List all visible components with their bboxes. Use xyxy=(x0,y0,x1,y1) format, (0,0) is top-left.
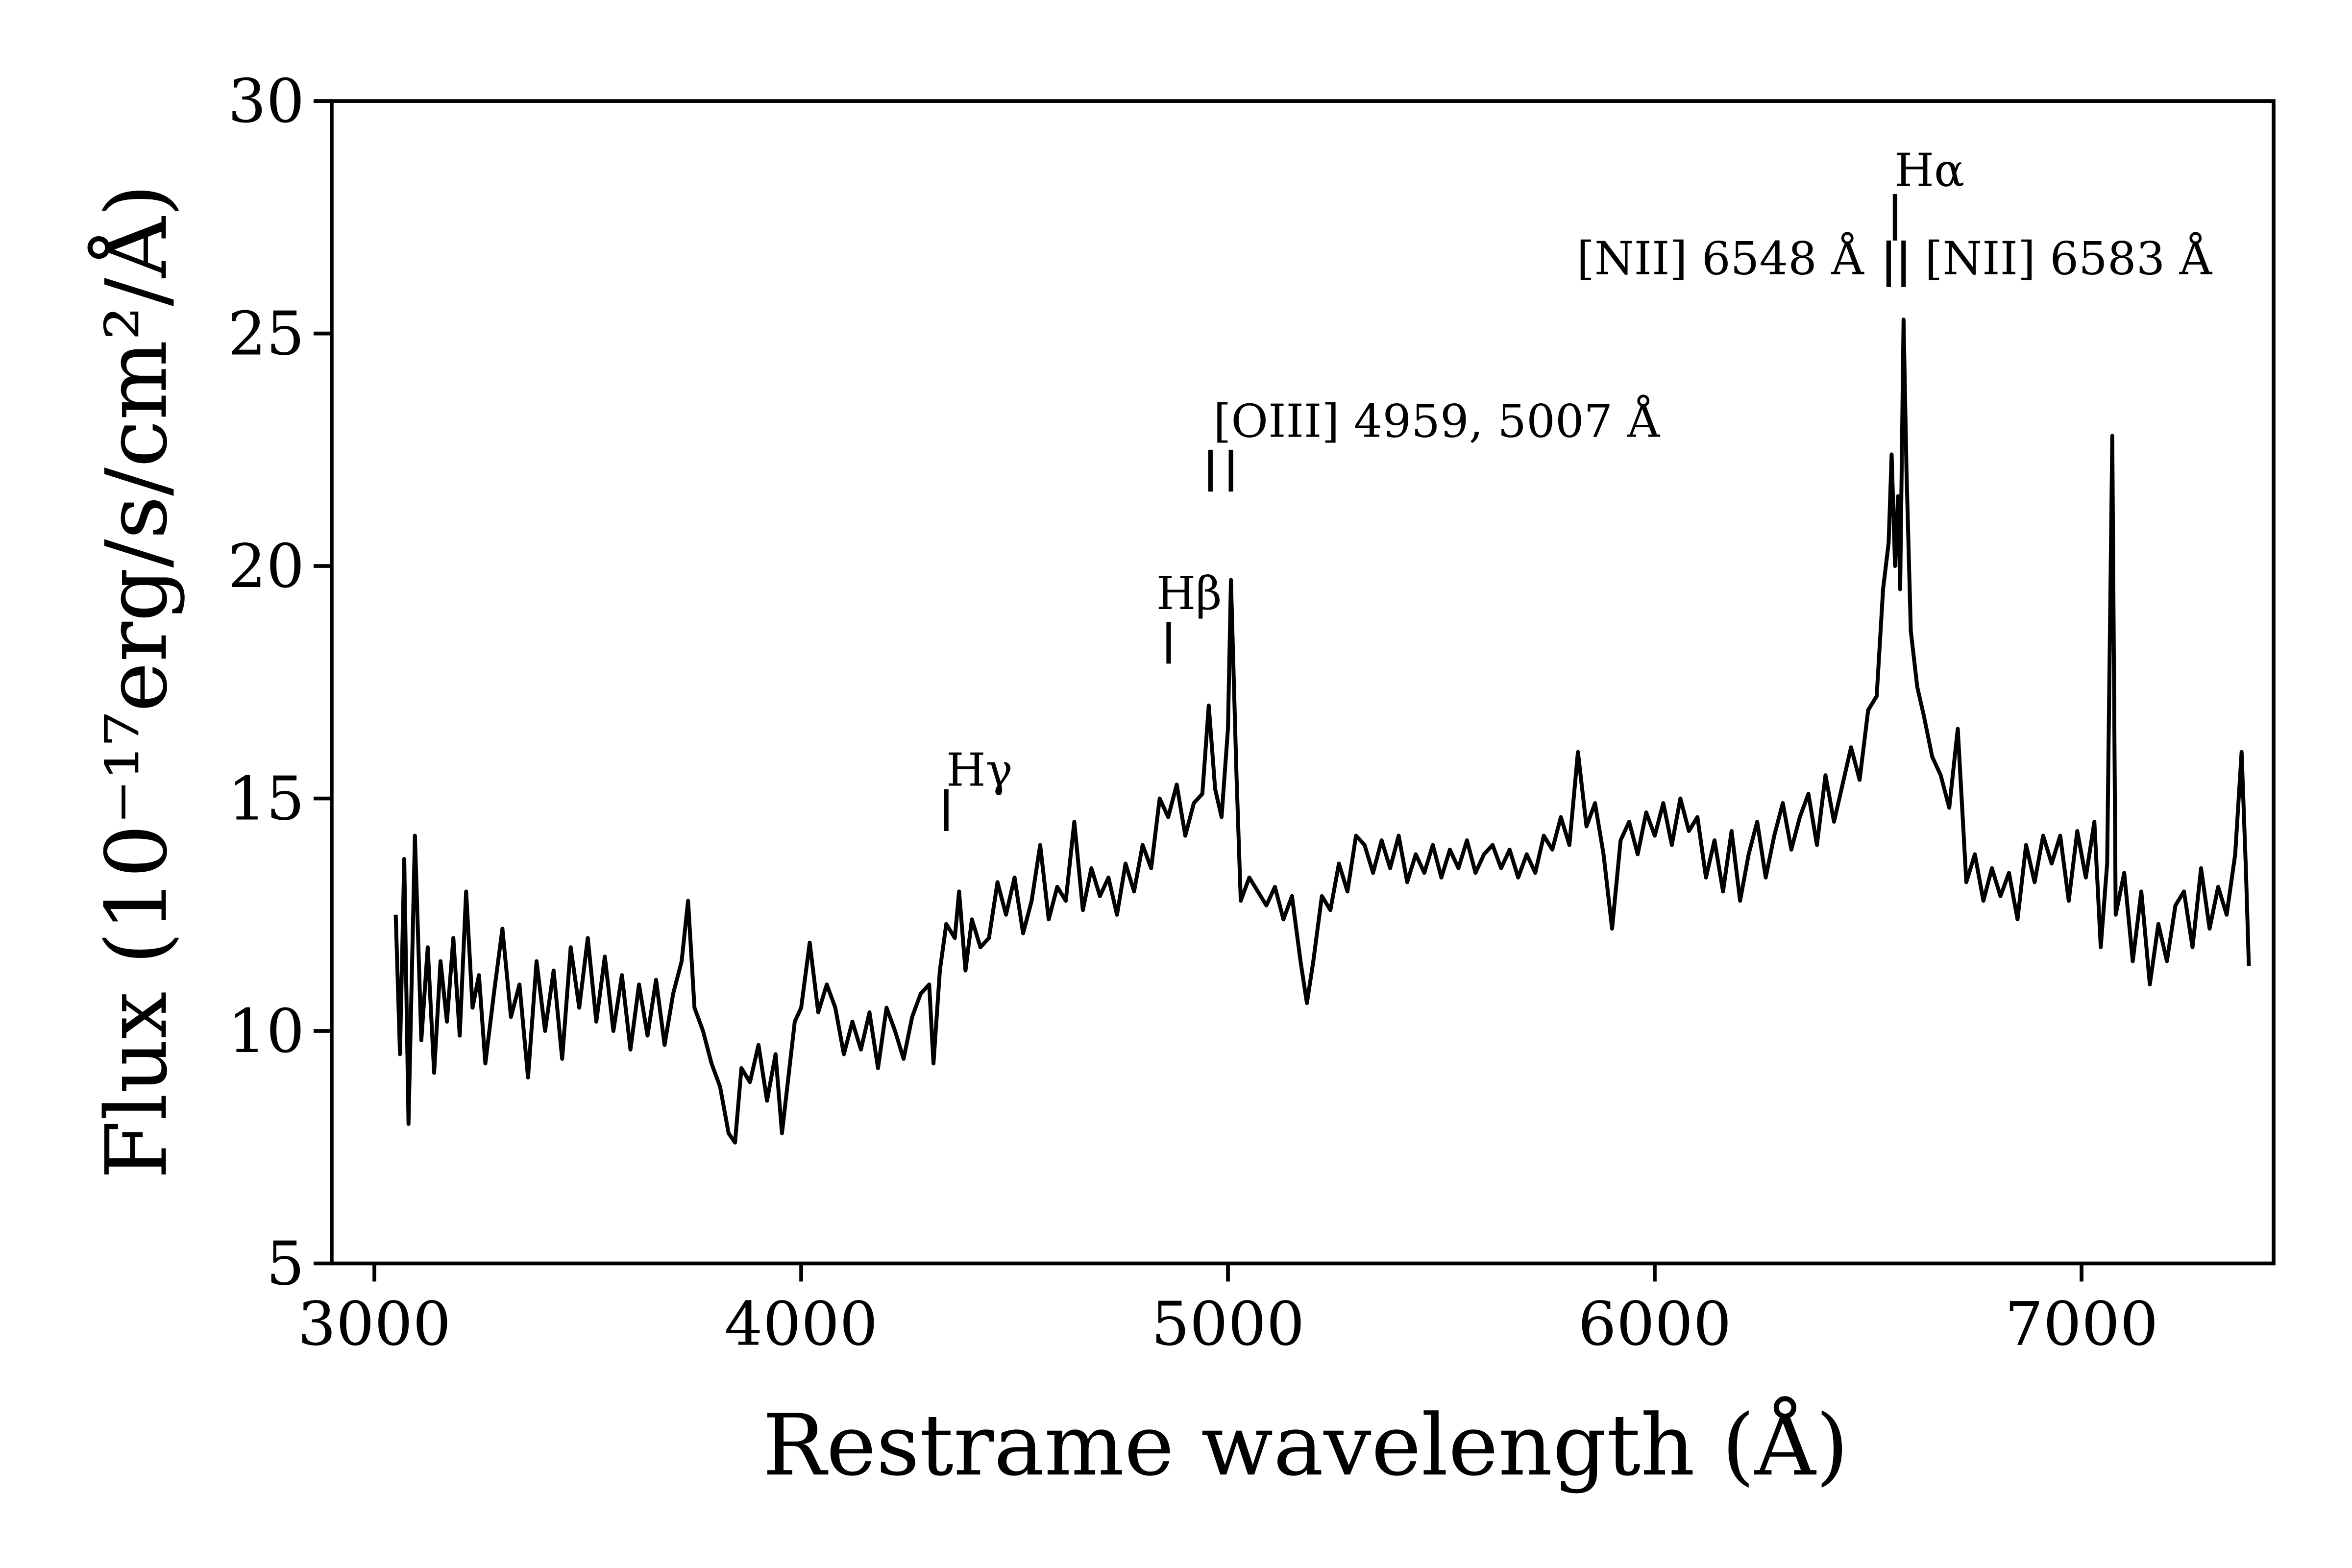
annotation-label: Hβ xyxy=(1156,567,1222,620)
spectrum-line xyxy=(393,318,2251,1145)
annotation-label: Hα xyxy=(1895,144,1965,196)
y-tick-label: 10 xyxy=(228,997,305,1067)
y-tick-label: 5 xyxy=(266,1229,304,1299)
plot-frame xyxy=(330,99,2276,1266)
y-tick-label: 15 xyxy=(228,764,305,834)
x-tick-label: 4000 xyxy=(724,1290,878,1360)
x-tick-label: 7000 xyxy=(2005,1290,2158,1360)
y-tick-label: 20 xyxy=(228,532,305,602)
y-tick-label: 30 xyxy=(228,67,305,137)
annotation-label: [NII] 6583 Å xyxy=(1925,232,2212,285)
annotation-label: [OIII] 4959, 5007 Å xyxy=(1213,395,1660,448)
annotation-label: Hγ xyxy=(946,743,1013,796)
x-tick-label: 3000 xyxy=(297,1290,451,1360)
x-tick-label: 5000 xyxy=(1151,1290,1304,1360)
y-axis-label: Flux (10⁻¹⁷erg/s/cm²/Å) xyxy=(87,184,186,1179)
x-tick-label: 6000 xyxy=(1578,1290,1731,1360)
y-tick-label: 25 xyxy=(228,299,305,369)
x-axis-label: Restrame wavelength (Å) xyxy=(762,1396,1848,1494)
annotation-label: [NII] 6548 Å xyxy=(1577,232,1864,285)
